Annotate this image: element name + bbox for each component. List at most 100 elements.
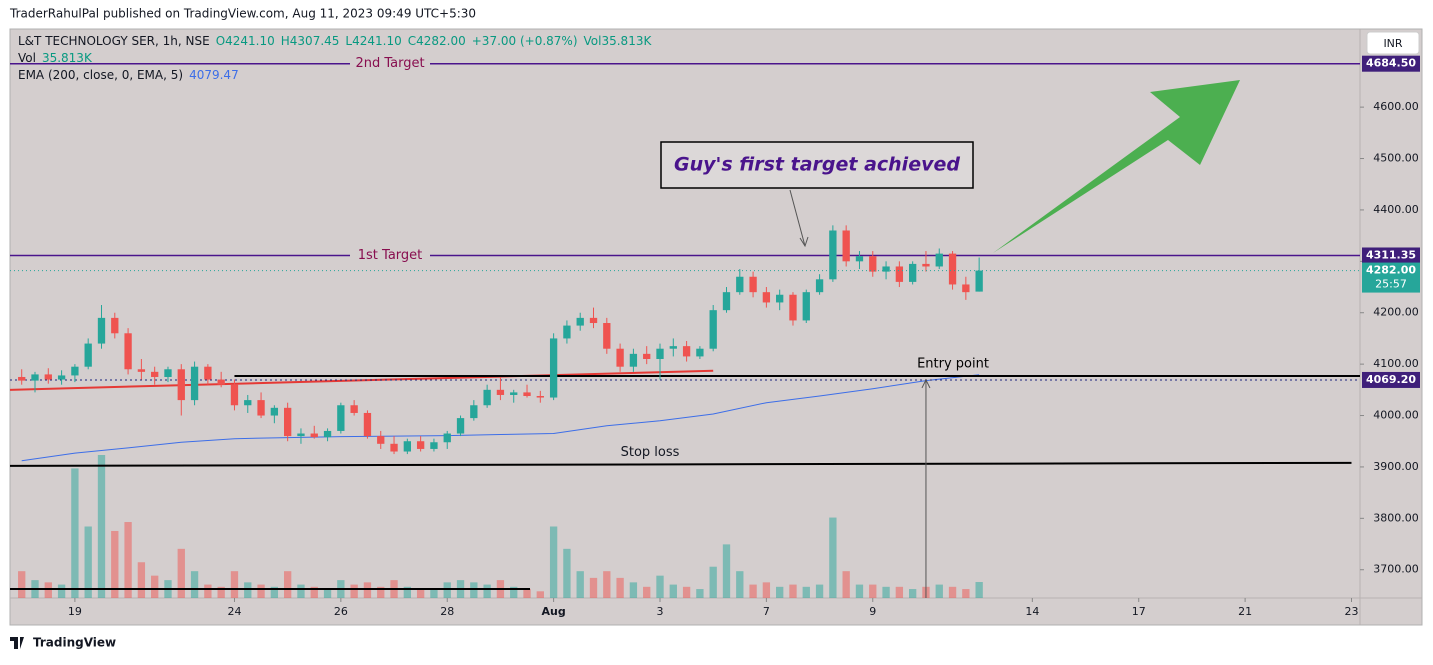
candle-body (682, 346, 691, 357)
y-tick-label: 4200.00 (1373, 306, 1419, 319)
level-name: 2nd Target (355, 56, 424, 71)
volume-bar (935, 584, 943, 598)
candle-body (882, 266, 890, 272)
candle-body (204, 366, 212, 380)
currency-button[interactable] (1366, 31, 1420, 55)
ohlc-value: H4307.45 (281, 34, 340, 48)
candle-body (762, 292, 771, 303)
volume-bar (682, 586, 691, 598)
level-name: 1st Target (358, 248, 423, 263)
volume-bar (151, 575, 159, 598)
volume-bar (190, 571, 199, 598)
candle-body (71, 366, 79, 376)
volume-bar (829, 517, 837, 598)
volume-bar (842, 571, 850, 598)
x-tick-label: 28 (440, 605, 454, 618)
candle-body (323, 430, 332, 438)
volume-bar (204, 584, 212, 598)
ohlc-value: Vol35.813K (584, 34, 653, 48)
volume-bar (536, 591, 544, 598)
candle-body (363, 412, 372, 437)
candle-body (456, 418, 465, 434)
candle-body (815, 279, 824, 293)
volume-bar (430, 589, 438, 598)
volume-bar (416, 589, 425, 598)
currency: INR (1383, 37, 1402, 50)
volume-bar (815, 584, 824, 598)
volume-bar (443, 582, 451, 598)
candle-body (284, 407, 292, 437)
volume-bar (709, 566, 717, 598)
entry-arrow-head (921, 378, 931, 389)
candle-body (151, 371, 159, 377)
volume-bar (297, 584, 305, 598)
volume-bar (948, 586, 957, 598)
x-tick-label: 19 (68, 605, 82, 618)
stop-loss-label: Stop loss (621, 445, 680, 460)
ema-line (21, 374, 980, 462)
price-label-box (1362, 55, 1420, 72)
x-tick-label: 26 (334, 605, 348, 618)
stop-loss-line (9, 461, 1352, 467)
candle-body (510, 392, 518, 395)
volume-bar (616, 577, 624, 598)
volume-bar (230, 571, 239, 598)
candle-body (776, 294, 784, 303)
candle-body (310, 433, 318, 438)
volume-bar (869, 584, 877, 598)
symbol-legend: L&T TECHNOLOGY SER, 1h, NSE O4241.10 H4307… (18, 34, 652, 48)
level-name-bg (350, 55, 430, 72)
candle-body (536, 395, 544, 398)
candle-body (589, 317, 598, 324)
candle-body (111, 317, 119, 334)
volume-bar (722, 544, 731, 598)
candle-body (416, 441, 425, 449)
volume-bar (377, 586, 385, 598)
candle-body (563, 325, 571, 339)
x-tick-label: 3 (657, 605, 664, 618)
candle-body (709, 310, 717, 349)
y-tick-label: 3700.00 (1373, 563, 1419, 576)
volume-bar (510, 586, 518, 598)
candle-body (190, 366, 199, 401)
volume-bar (284, 571, 292, 598)
volume-bar (137, 562, 146, 598)
x-tick-label: 17 (1132, 605, 1146, 618)
price-label: 4311.35 (1366, 248, 1416, 261)
volume-bar (84, 526, 92, 598)
callout-text: Guy's first target achieved (674, 154, 960, 176)
price-label: 4684.50 (1366, 57, 1416, 70)
volume-bar (576, 571, 584, 598)
volume-bar (18, 571, 26, 598)
price-label-box (1362, 247, 1420, 264)
x-tick-label: 7 (763, 605, 770, 618)
level-name: Entry point (917, 356, 989, 371)
candle-body (643, 353, 651, 359)
candle-body (97, 317, 106, 344)
plot: L&T TECHNOLOGY SER, 1h, NSE O4241.10 H4307… (9, 34, 1420, 618)
last-price-box (1362, 262, 1420, 293)
x-tick-label: Aug (542, 605, 566, 618)
symbol: L&T TECHNOLOGY SER, 1h, NSE (18, 34, 210, 48)
callout-arrow-head (799, 236, 809, 248)
ohlc-value: L4241.10 (345, 34, 401, 48)
candle-body (549, 338, 558, 398)
candle-body (629, 353, 638, 367)
x-tick-label: 24 (227, 605, 241, 618)
volume-bar (523, 589, 531, 598)
volume-bar (257, 584, 265, 598)
footer-logo: TradingView (33, 636, 116, 650)
candle-body (244, 400, 252, 406)
volume-bar (669, 584, 677, 598)
publisher: TraderRahulPal published on TradingView.… (9, 7, 476, 21)
x-tick-label: 9 (869, 605, 876, 618)
candle-body (922, 263, 930, 267)
y-tick-label: 4100.00 (1373, 357, 1419, 370)
volume-bar (244, 582, 252, 598)
volume-bar (403, 586, 411, 598)
y-tick-label: 4000.00 (1373, 409, 1419, 422)
volume-bar (44, 582, 52, 598)
candle-body (616, 348, 624, 367)
candle-body (869, 256, 877, 272)
